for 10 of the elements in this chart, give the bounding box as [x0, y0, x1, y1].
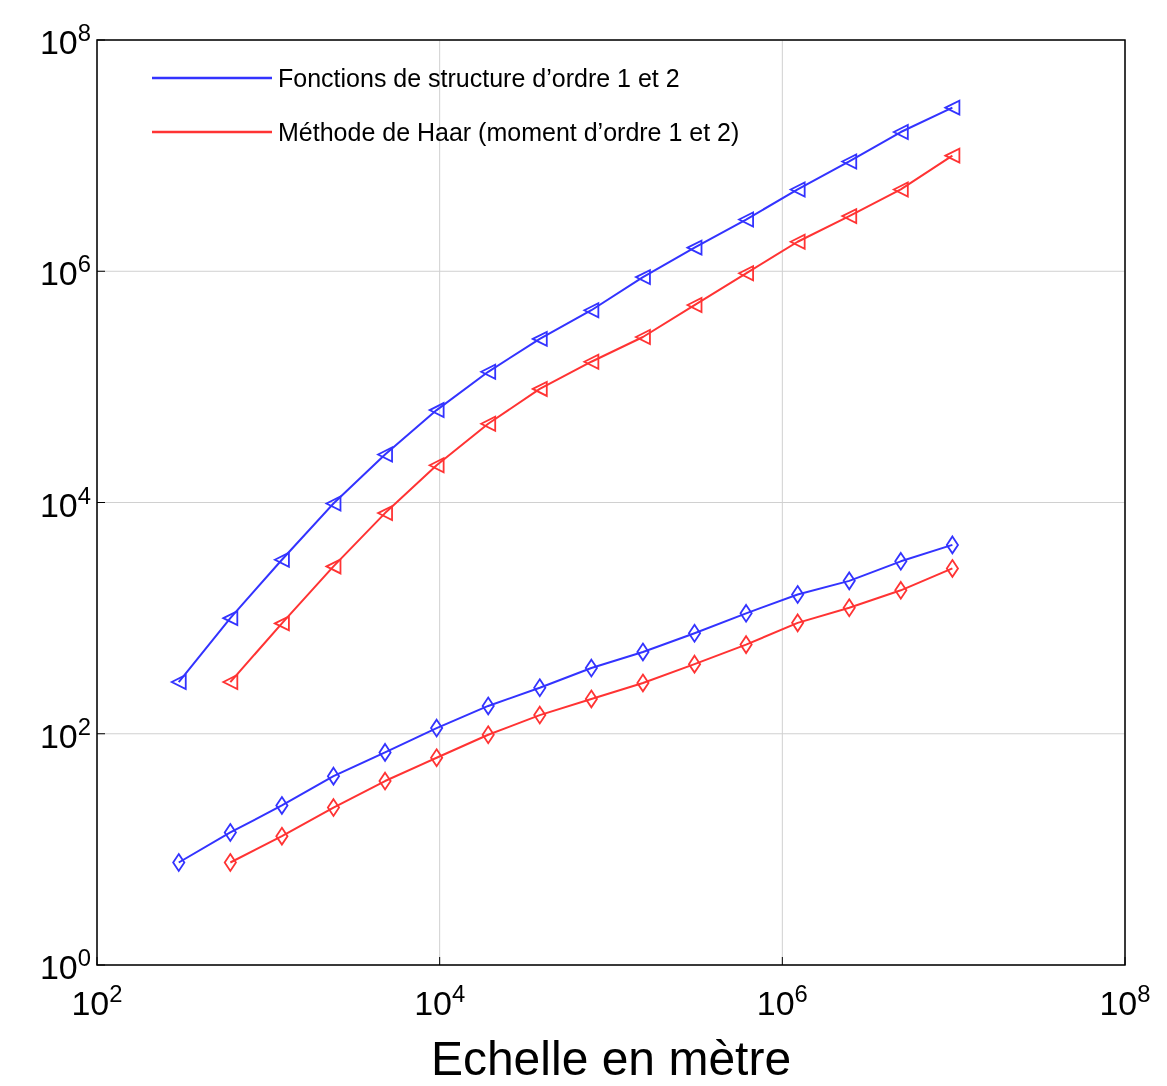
y-tick-label: 10$^{2}$ — [39, 712, 91, 755]
x-axis-title: Echelle en mètre — [430, 1032, 792, 1085]
x-tick-label: 10$^{6}$ — [756, 979, 808, 1022]
y-tick-label: 10$^{6}$ — [39, 249, 91, 293]
x-tick-label: 10$^{8}$ — [1099, 979, 1151, 1022]
x-tick-label: 10$^{4}$ — [414, 979, 466, 1022]
legend-label: Méthode de Haar (moment d’ordre 1 et 2) — [278, 118, 740, 146]
y-tick-label: 10$^{4}$ — [39, 481, 91, 524]
y-tick-label: 10$^{8}$ — [39, 18, 91, 61]
legend-label: Fonctions de structure d’ordre 1 et 2 — [278, 64, 680, 92]
